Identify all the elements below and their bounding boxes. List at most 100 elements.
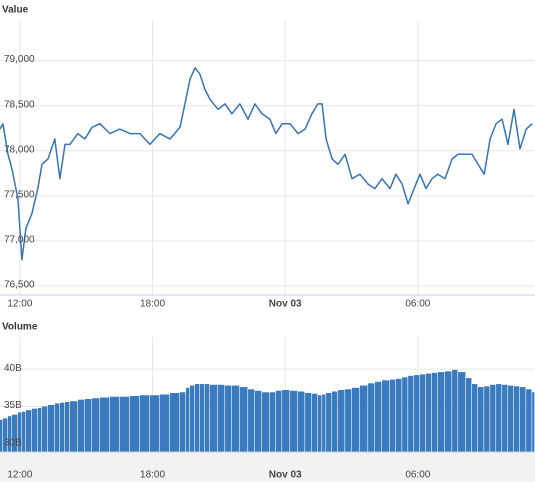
volume-bar [437, 372, 445, 452]
value-line [0, 67, 533, 261]
volume-bar [445, 371, 452, 452]
y-tick-label: 77,000 [4, 235, 35, 246]
volume-bar [305, 393, 312, 452]
volume-bar [225, 385, 232, 452]
volume-bar [496, 384, 502, 452]
volume-bar [248, 389, 255, 452]
volume-bar [0, 419, 3, 452]
y-tick-label: 30B [4, 437, 22, 448]
volume-bar [269, 392, 276, 452]
volume-bar [477, 387, 484, 452]
x-tick-label: 18:00 [140, 470, 165, 481]
volume-bar [466, 378, 472, 452]
volume-bar [338, 390, 345, 452]
volume-bar [129, 395, 140, 452]
volume-bar [426, 373, 432, 452]
volume-bar [217, 384, 225, 452]
volume-bar [458, 372, 466, 452]
volume-bar [452, 369, 458, 452]
volume-bar [502, 384, 508, 452]
y-tick-label: 76,500 [4, 280, 35, 291]
volume-bar [484, 386, 490, 452]
volume-bar [395, 378, 402, 452]
volume-bar [345, 389, 352, 452]
x-tick-label: Nov 03 [269, 299, 302, 310]
x-tick-label: 06:00 [405, 470, 430, 481]
volume-bar [99, 397, 110, 452]
volume-bar [402, 377, 408, 452]
volume-bar [389, 379, 396, 452]
volume-bar [420, 374, 426, 452]
volume-bar [290, 390, 298, 452]
volume-bar [2, 418, 8, 452]
volume-bar [513, 386, 520, 452]
volume-bar [298, 391, 305, 452]
x-tick-label: Nov 03 [269, 470, 302, 481]
volume-bar [54, 403, 60, 452]
volume-bar [490, 384, 496, 452]
volume-bar [64, 401, 70, 452]
volume-bar [185, 387, 190, 452]
volume-bar [382, 380, 390, 452]
volume-bar [351, 387, 360, 452]
volume-bar [368, 383, 375, 452]
x-tick-label: 06:00 [405, 299, 430, 310]
x-tick-label: 18:00 [140, 299, 165, 310]
volume-bar [149, 395, 160, 452]
y-tick-label: 40B [4, 363, 22, 374]
volume-bar [231, 385, 240, 452]
volume-bar [11, 414, 18, 452]
x-tick-label: 12:00 [7, 470, 32, 481]
volume-bar [282, 390, 290, 452]
volume-bar [317, 395, 322, 452]
y-tick-label: 79,000 [4, 54, 35, 65]
volume-bar [239, 387, 248, 452]
volume-bar [25, 410, 32, 452]
y-tick-label: 78,500 [4, 99, 35, 110]
volume-bar [42, 406, 48, 452]
volume-bar [374, 381, 382, 452]
volume-bar [91, 398, 100, 452]
volume-bar [332, 391, 338, 452]
volume-bar [526, 389, 532, 452]
axis-title: Value [2, 5, 29, 16]
plots: Value 76,500 77,000 77,500 78,000 78,500 79,00… [0, 5, 535, 481]
volume-bar [326, 393, 332, 452]
y-tick-label: 78,000 [4, 144, 35, 155]
volume-bar [414, 375, 420, 452]
volume-bar [471, 384, 478, 452]
volume-bar [179, 392, 186, 452]
volume-bar [139, 395, 150, 452]
y-tick-label: 77,500 [4, 189, 35, 200]
volume-bar [311, 393, 318, 452]
volume-bar [431, 372, 438, 452]
volume-bar [119, 396, 130, 452]
volume-bar [194, 384, 200, 452]
volume-bar [159, 394, 170, 452]
volume-bar [84, 398, 92, 452]
volume-bar [47, 404, 55, 452]
volume-bar [7, 416, 12, 452]
volume-bar [59, 402, 65, 452]
volume-bar [21, 411, 26, 452]
volume-bar [77, 399, 85, 452]
navigator-band [0, 452, 535, 482]
y-tick-label: 35B [4, 400, 22, 411]
axis-title: Volume [2, 322, 38, 333]
volume-bar [199, 384, 205, 452]
volume-bar [532, 392, 535, 452]
volume-bar [254, 390, 262, 452]
volume-bar [359, 385, 368, 452]
volume-bar [519, 387, 526, 452]
volume-bar [69, 401, 78, 452]
volume-bar [109, 396, 120, 452]
volume-bar [408, 375, 414, 452]
x-tick-label: 12:00 [7, 299, 32, 310]
volume-bar [210, 384, 218, 452]
volume-bar [508, 385, 514, 452]
volume-bar [189, 385, 195, 452]
volume-bar [170, 393, 180, 452]
volume-bar [37, 407, 42, 452]
volume-bar [322, 394, 326, 452]
